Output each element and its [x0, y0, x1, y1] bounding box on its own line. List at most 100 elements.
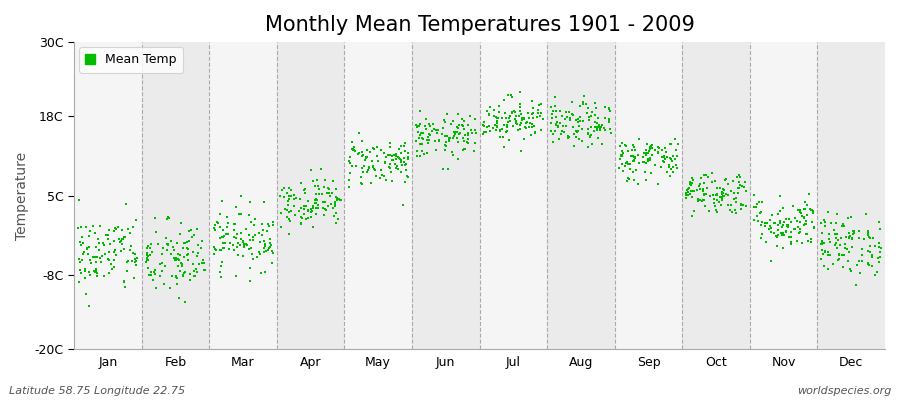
Point [253, 251, 267, 257]
Point [526, 115, 540, 122]
Point [333, 196, 347, 203]
Point [697, 196, 711, 203]
Point [768, 220, 782, 226]
Point [190, 252, 204, 259]
Point [502, 137, 517, 143]
Point [182, 238, 196, 244]
Point [796, 215, 811, 222]
Point [283, 218, 297, 224]
Point [615, 140, 629, 146]
Point [321, 185, 336, 192]
Point [632, 160, 646, 166]
Point [796, 222, 811, 228]
Point [257, 199, 272, 205]
Point [260, 228, 274, 234]
Point [514, 148, 528, 154]
Point [847, 230, 861, 236]
Point [115, 241, 130, 247]
Point [422, 136, 436, 143]
Point [822, 231, 836, 238]
Point [494, 126, 508, 132]
Point [77, 268, 92, 274]
Point [393, 156, 408, 163]
Point [394, 149, 409, 156]
Point [780, 222, 795, 228]
Point [419, 116, 434, 122]
Point [102, 270, 116, 277]
Point [528, 130, 543, 136]
Point [697, 197, 711, 204]
Point [651, 150, 665, 157]
Point [715, 194, 729, 200]
Point [306, 178, 320, 184]
Point [511, 126, 526, 133]
Point [121, 258, 135, 264]
Point [297, 186, 311, 192]
Point [827, 231, 842, 237]
Point [575, 99, 590, 106]
Point [553, 119, 567, 126]
Point [256, 238, 271, 245]
Point [830, 245, 844, 252]
Point [217, 233, 231, 239]
Point [805, 239, 819, 246]
Point [737, 184, 751, 190]
Point [680, 192, 694, 198]
Point [796, 214, 811, 220]
Point [177, 268, 192, 275]
Point [718, 177, 733, 183]
Point [168, 273, 183, 280]
Point [508, 109, 523, 115]
Point [263, 240, 277, 246]
Point [514, 120, 528, 126]
Point [393, 158, 408, 165]
Point [306, 202, 320, 209]
Point [419, 150, 434, 157]
Point [190, 269, 204, 275]
Point [641, 150, 655, 156]
Point [548, 94, 562, 100]
Point [216, 234, 230, 240]
Point [72, 197, 86, 203]
Point [865, 254, 879, 260]
Point [715, 188, 729, 195]
Point [248, 232, 263, 238]
Point [186, 261, 201, 267]
Point [708, 207, 723, 213]
Point [639, 152, 653, 158]
Point [664, 166, 679, 172]
Point [821, 266, 835, 272]
Point [774, 230, 788, 236]
Point [644, 142, 658, 149]
Point [476, 131, 491, 138]
Point [710, 185, 724, 191]
Point [293, 205, 308, 211]
Point [525, 121, 539, 128]
Point [735, 183, 750, 190]
Point [174, 259, 188, 266]
Point [208, 222, 222, 229]
Point [580, 131, 595, 138]
Point [862, 234, 877, 240]
Point [304, 208, 319, 214]
Point [288, 194, 302, 201]
Point [319, 177, 333, 184]
Point [817, 248, 832, 254]
Point [410, 148, 425, 154]
Point [421, 121, 436, 127]
Point [648, 146, 662, 153]
Point [483, 128, 498, 134]
Point [585, 141, 599, 148]
Point [835, 252, 850, 258]
Point [644, 170, 659, 176]
Point [369, 153, 383, 159]
Point [398, 179, 412, 185]
Point [670, 165, 684, 171]
Point [450, 134, 464, 141]
Point [358, 157, 373, 164]
Point [845, 234, 859, 241]
Point [565, 99, 580, 106]
Point [776, 245, 790, 251]
Point [615, 148, 629, 154]
Point [645, 142, 660, 148]
